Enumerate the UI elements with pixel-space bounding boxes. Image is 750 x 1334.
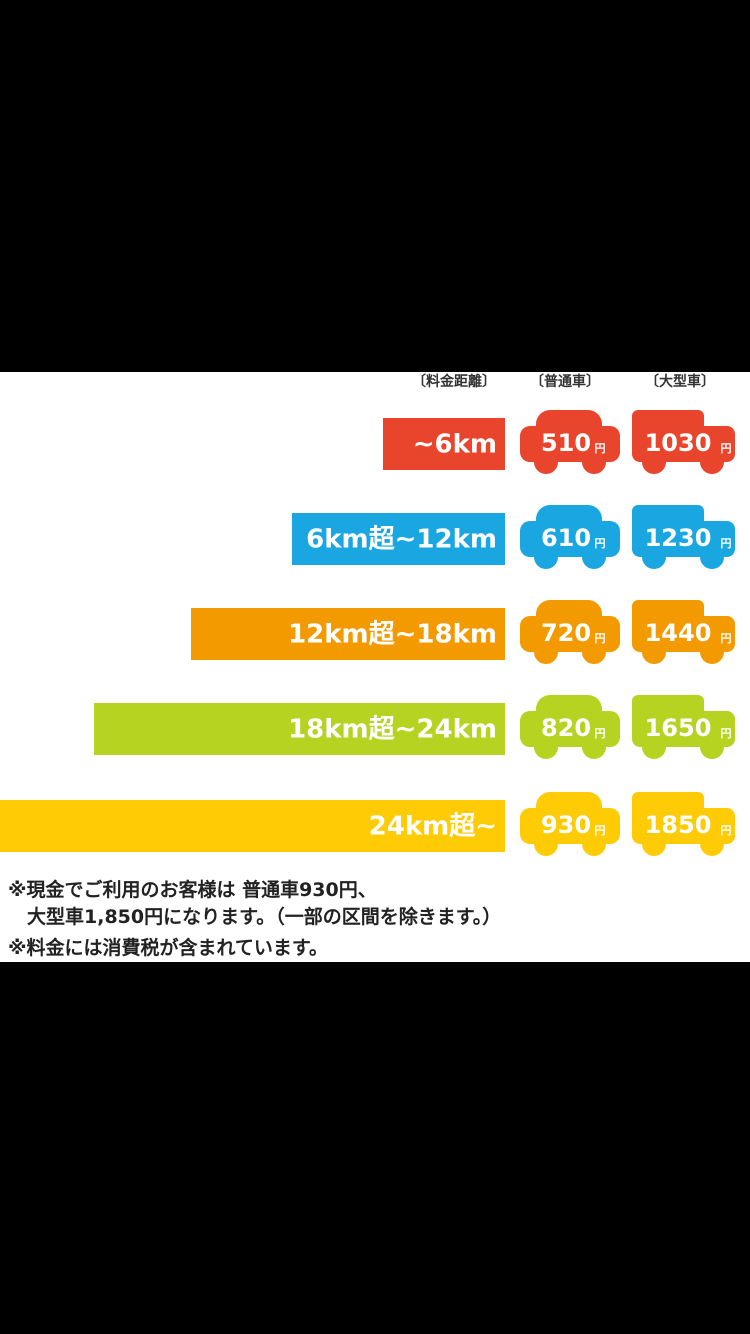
note: ※料金には消費税が含まれています。 (8, 936, 328, 959)
large-price: 1650 (645, 714, 712, 742)
header-regular: 〔普通車〕 (530, 373, 600, 390)
regular-price: 930 (541, 811, 591, 839)
regular-car: 720 円 (520, 600, 620, 664)
car-wheel (582, 832, 606, 856)
car-wheel (534, 735, 558, 759)
large-truck: 1230 円 (632, 505, 735, 569)
large-truck: 1850 円 (632, 792, 735, 856)
distance-label: ~6km (413, 430, 497, 460)
image-area (0, 372, 750, 962)
price-unit: 円 (595, 442, 606, 455)
distance-label: 24km超~ (369, 812, 497, 842)
large-price: 1850 (645, 811, 712, 839)
truck-wheel (642, 735, 666, 759)
truck-wheel (700, 832, 724, 856)
header-large: 〔大型車〕 (645, 373, 715, 390)
regular-price: 720 (541, 619, 591, 647)
car-wheel (582, 735, 606, 759)
price-unit: 円 (721, 727, 732, 740)
regular-price: 820 (541, 714, 591, 742)
car-wheel (534, 832, 558, 856)
distance-bar (383, 418, 505, 470)
car-wheel (582, 450, 606, 474)
price-unit: 円 (721, 632, 732, 645)
distance-label: 12km超~18km (288, 620, 497, 650)
truck-wheel (642, 640, 666, 664)
truck-wheel (700, 735, 724, 759)
distance-bar (0, 800, 505, 852)
regular-price: 610 (541, 524, 591, 552)
large-truck: 1440 円 (632, 600, 735, 664)
truck-wheel (642, 545, 666, 569)
regular-car: 930 円 (520, 792, 620, 856)
price-unit: 円 (595, 727, 606, 740)
truck-wheel (642, 450, 666, 474)
regular-car: 820 円 (520, 695, 620, 759)
distance-label: 6km超~12km (306, 525, 497, 555)
large-price: 1030 (645, 429, 712, 457)
truck-wheel (700, 640, 724, 664)
note: ※現金でご利用のお客様は 普通車930円、 (8, 878, 377, 901)
car-wheel (534, 640, 558, 664)
car-wheel (534, 450, 558, 474)
price-unit: 円 (721, 537, 732, 550)
truck-wheel (642, 832, 666, 856)
car-wheel (534, 545, 558, 569)
large-price: 1230 (645, 524, 712, 552)
distance-bar (191, 608, 505, 660)
car-wheel (582, 545, 606, 569)
large-price: 1440 (645, 619, 712, 647)
large-truck: 1030 円 (632, 410, 735, 474)
car-wheel (582, 640, 606, 664)
price-unit: 円 (595, 824, 606, 837)
regular-price: 510 (541, 429, 591, 457)
distance-label: 18km超~24km (288, 715, 497, 745)
price-unit: 円 (595, 632, 606, 645)
header-distance: 〔料金距離〕 (412, 373, 496, 390)
large-truck: 1650 円 (632, 695, 735, 759)
truck-wheel (700, 450, 724, 474)
truck-wheel (700, 545, 724, 569)
price-unit: 円 (721, 824, 732, 837)
distance-bar (94, 703, 505, 755)
distance-bar (292, 513, 505, 565)
note: 大型車1,850円になります。（一部の区間を除きます。） (8, 905, 501, 928)
regular-car: 610 円 (520, 505, 620, 569)
regular-car: 510 円 (520, 410, 620, 474)
price-unit: 円 (595, 537, 606, 550)
price-unit: 円 (721, 442, 732, 455)
